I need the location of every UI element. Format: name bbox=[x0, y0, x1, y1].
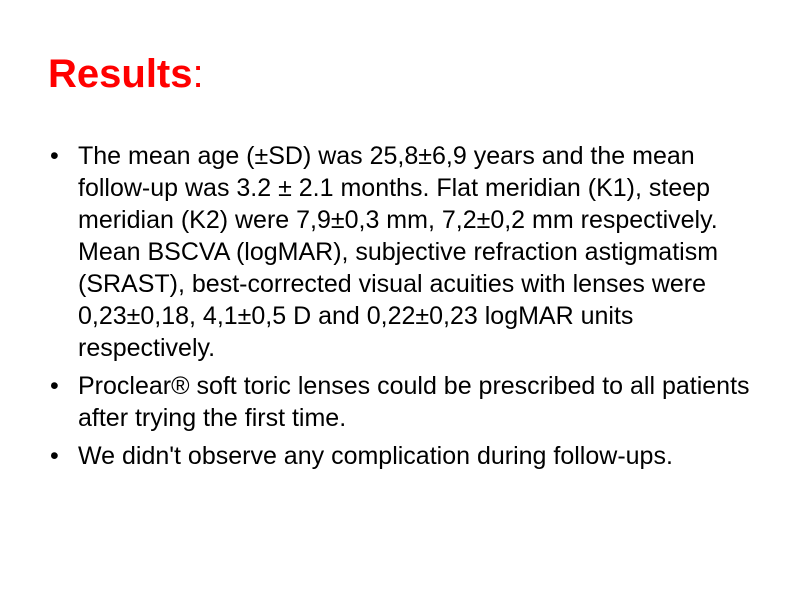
bullet-list: • The mean age (±SD) was 25,8±6,9 years … bbox=[48, 140, 768, 478]
bullet-icon: • bbox=[50, 372, 59, 400]
bullet-text: Proclear® soft toric lenses could be pre… bbox=[78, 372, 750, 432]
bullet-item: • We didn't observe any complication dur… bbox=[48, 440, 768, 472]
bullet-text: The mean age (±SD) was 25,8±6,9 years an… bbox=[78, 142, 719, 362]
title-text: Results bbox=[48, 52, 193, 96]
bullet-icon: • bbox=[50, 142, 59, 170]
bullet-text: We didn't observe any complication durin… bbox=[78, 442, 673, 470]
bullet-icon: • bbox=[50, 442, 59, 470]
bullet-item: • Proclear® soft toric lenses could be p… bbox=[48, 370, 768, 434]
bullet-item: • The mean age (±SD) was 25,8±6,9 years … bbox=[48, 140, 768, 364]
title-colon: : bbox=[192, 52, 204, 96]
slide-title: Results: bbox=[48, 50, 204, 98]
